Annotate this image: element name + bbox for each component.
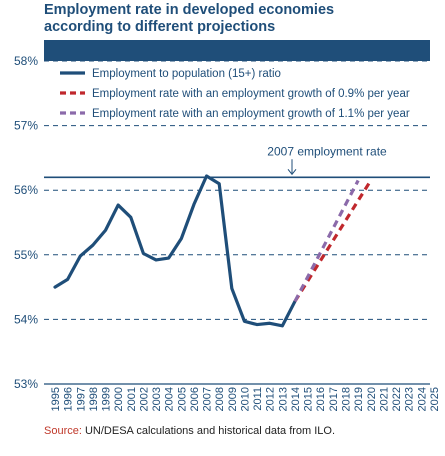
x-tick-label-2024: 2024 xyxy=(416,387,428,411)
x-tick-label-2022: 2022 xyxy=(391,387,403,411)
legend-label-3: Employment rate with an employment growt… xyxy=(92,108,410,120)
x-tick-label-2014: 2014 xyxy=(290,387,302,411)
y-tick-label-54: 54% xyxy=(14,312,38,326)
y-tick-label-53: 53% xyxy=(14,377,38,391)
x-tick-label-2020: 2020 xyxy=(366,387,378,411)
x-tick-label-2008: 2008 xyxy=(214,387,226,411)
x-tick-label-2004: 2004 xyxy=(164,387,176,411)
y-tick-label-55: 55% xyxy=(14,248,38,262)
x-tick-label-2011: 2011 xyxy=(252,387,264,411)
x-tick-label-2012: 2012 xyxy=(265,387,277,411)
y-tick-labels: 53% 54% 55% 56% 57% 58% xyxy=(14,54,38,391)
chart-title-line-1: Employment rate in developed economies xyxy=(44,2,335,18)
y-tick-label-56: 56% xyxy=(14,183,38,197)
x-tick-label-2003: 2003 xyxy=(151,387,163,411)
source-label: Source: xyxy=(44,425,82,437)
x-tick-label-2016: 2016 xyxy=(315,387,327,411)
series-lines xyxy=(53,174,373,328)
x-tick-label-1998: 1998 xyxy=(88,387,100,411)
x-tick-label-2013: 2013 xyxy=(277,387,289,411)
x-tick-label-2019: 2019 xyxy=(353,387,365,411)
source-note: Source: UN/DESA calculations and histori… xyxy=(44,425,335,437)
chart-title: Employment rate in developed economies a… xyxy=(44,2,439,36)
x-tick-label-2021: 2021 xyxy=(378,387,390,411)
x-tick-label-2018: 2018 xyxy=(340,387,352,411)
x-tick-label-2025: 2025 xyxy=(429,387,441,411)
x-tick-labels: 1995 1996 1997 1998 1999 2000 2001 2002 2003 2004… xyxy=(50,387,441,411)
legend: Employment to population (15+) ratio Empl… xyxy=(60,68,410,120)
x-tick-label-2015: 2015 xyxy=(303,387,315,411)
y-tick-label-57: 57% xyxy=(14,119,38,133)
reference-line-label: 2007 employment rate xyxy=(267,144,387,158)
x-tick-label-1997: 1997 xyxy=(75,387,87,411)
x-tick-label-2005: 2005 xyxy=(176,387,188,411)
x-tick-label-2006: 2006 xyxy=(189,387,201,411)
chart-title-line-2: according to different projections xyxy=(44,19,276,35)
y-tick-label-58: 58% xyxy=(14,54,38,68)
header-band xyxy=(44,40,430,61)
x-tick-label-2009: 2009 xyxy=(227,387,239,411)
x-tick-label-2010: 2010 xyxy=(239,387,251,411)
series-line-3 xyxy=(293,179,360,303)
x-tick-label-1995: 1995 xyxy=(50,387,62,411)
source-text: UN/DESA calculations and historical data… xyxy=(81,425,336,437)
gridlines xyxy=(44,60,430,320)
x-tick-label-1996: 1996 xyxy=(63,387,75,411)
reference-line-group: 2007 employment rate xyxy=(44,144,430,179)
x-tick-label-2002: 2002 xyxy=(138,387,150,411)
x-tick-label-2023: 2023 xyxy=(404,387,416,411)
x-tick-label-2000: 2000 xyxy=(113,387,125,411)
series-line-1 xyxy=(53,174,297,328)
x-tick-label-1999: 1999 xyxy=(101,387,113,411)
x-tick-label-2001: 2001 xyxy=(126,387,138,411)
x-tick-label-2007: 2007 xyxy=(202,387,214,411)
x-tick-label-2017: 2017 xyxy=(328,387,340,411)
legend-label-2: Employment rate with an employment growt… xyxy=(92,88,410,100)
legend-label-1: Employment to population (15+) ratio xyxy=(92,68,281,80)
series-line-2 xyxy=(293,179,373,303)
annotation-arrow-head xyxy=(287,168,297,176)
